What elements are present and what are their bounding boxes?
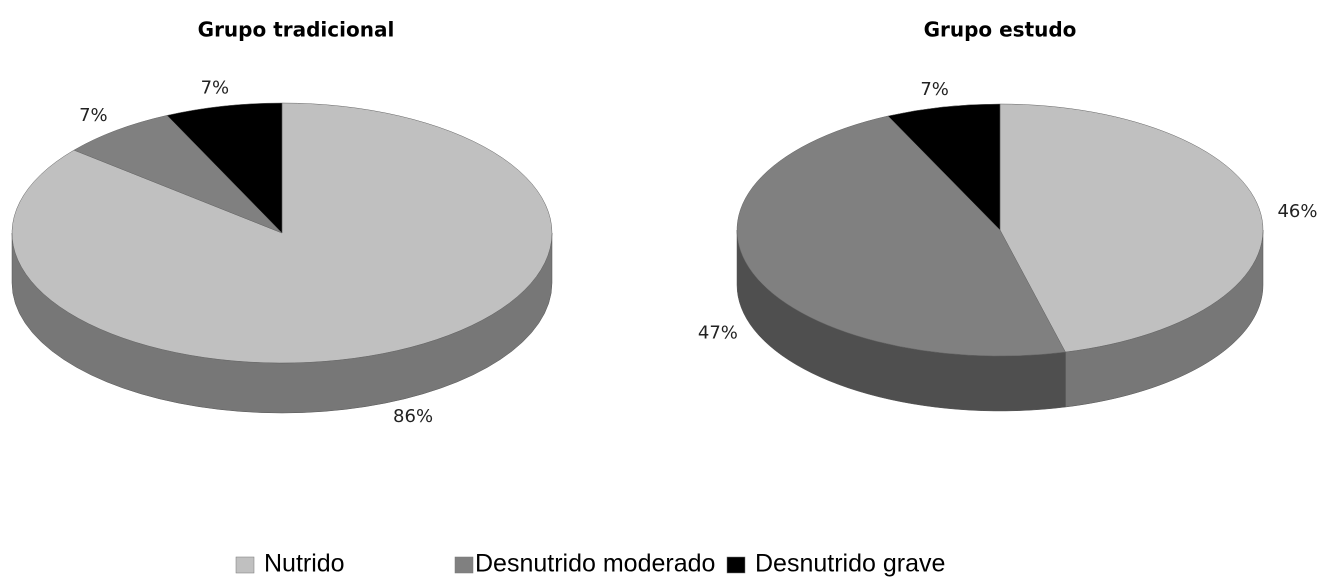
legend-swatch — [454, 556, 474, 574]
value-label: 7% — [201, 77, 230, 98]
pie-slice — [166, 102, 283, 234]
chart-title: Grupo estudo — [924, 18, 1077, 42]
legend-label: Desnutrido moderado — [475, 550, 715, 577]
legend-label: Desnutrido grave — [755, 550, 945, 577]
legend-swatch — [235, 556, 255, 574]
legend-swatch — [726, 556, 746, 574]
value-label: 46% — [1277, 201, 1317, 222]
pie-slice — [73, 115, 283, 234]
pie-slice — [999, 103, 1264, 353]
chart-title: Grupo tradicional — [198, 18, 395, 42]
pie-slice — [887, 103, 1001, 231]
value-label: 7% — [920, 79, 949, 100]
legend-label: Nutrido — [264, 550, 345, 577]
pie-slice — [736, 115, 1066, 357]
value-label: 47% — [698, 323, 738, 344]
value-label: 86% — [393, 406, 433, 427]
value-label: 7% — [79, 105, 108, 126]
